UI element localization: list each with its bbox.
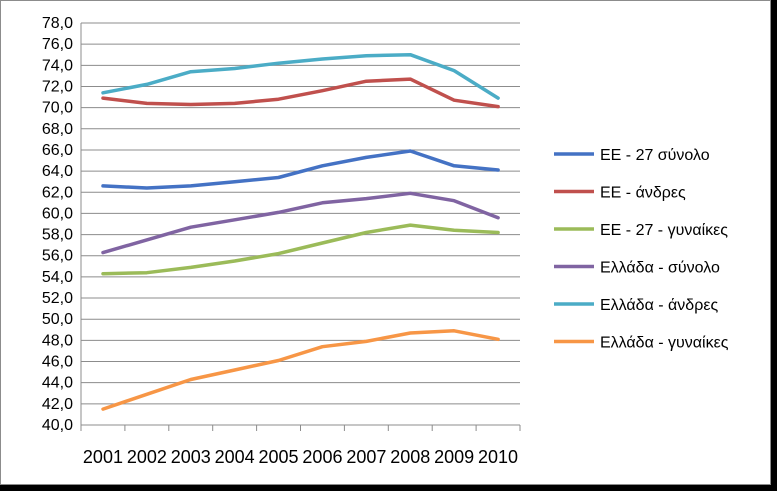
- x-tick-label: 2002: [127, 447, 167, 467]
- y-tick-label: 58,0: [42, 227, 73, 244]
- legend-label: Ελλάδα - γυναίκες: [600, 335, 729, 352]
- y-tick-label: 42,0: [42, 396, 73, 413]
- y-tick-label: 54,0: [42, 269, 73, 286]
- y-tick-label: 74,0: [42, 57, 73, 74]
- y-tick-label: 76,0: [42, 36, 73, 53]
- y-tick-label: 68,0: [42, 121, 73, 138]
- x-tick-label: 2005: [259, 447, 299, 467]
- y-tick-label: 40,0: [42, 417, 73, 434]
- series-line: [101, 52, 500, 100]
- y-tick-label: 64,0: [42, 163, 73, 180]
- series-line: [101, 77, 500, 109]
- legend-label: ΕΕ - 27 σύνολο: [600, 147, 710, 164]
- x-tick-label: 2006: [302, 447, 342, 467]
- y-tick-label: 50,0: [42, 311, 73, 328]
- x-tick-label: 2009: [434, 447, 474, 467]
- y-tick-label: 66,0: [42, 142, 73, 159]
- y-tick-label: 78,0: [42, 15, 73, 32]
- x-tick-label: 2008: [390, 447, 430, 467]
- legend-label: Ελλάδα - σύνολο: [600, 260, 720, 277]
- y-tick-label: 70,0: [42, 100, 73, 117]
- series-line: [101, 191, 500, 255]
- x-tick-label: 2010: [478, 447, 518, 467]
- legend-label: Ελλάδα - άνδρες: [600, 297, 718, 314]
- x-tick-label: 2003: [171, 447, 211, 467]
- x-tick-label: 2007: [346, 447, 386, 467]
- y-tick-label: 62,0: [42, 184, 73, 201]
- x-tick-label: 2004: [215, 447, 255, 467]
- series-line: [101, 149, 500, 190]
- series-line: [101, 223, 500, 276]
- y-tick-label: 56,0: [42, 248, 73, 265]
- legend-label: ΕΕ - άνδρες: [600, 185, 686, 202]
- y-tick-label: 44,0: [42, 375, 73, 392]
- series-line: [101, 329, 500, 411]
- y-tick-label: 48,0: [42, 332, 73, 349]
- legend-label: ΕΕ - 27 - γυναίκες: [600, 222, 728, 239]
- y-tick-label: 72,0: [42, 78, 73, 95]
- x-tick-label: 2001: [83, 447, 123, 467]
- y-tick-label: 60,0: [42, 205, 73, 222]
- y-tick-label: 46,0: [42, 354, 73, 371]
- y-tick-label: 52,0: [42, 290, 73, 307]
